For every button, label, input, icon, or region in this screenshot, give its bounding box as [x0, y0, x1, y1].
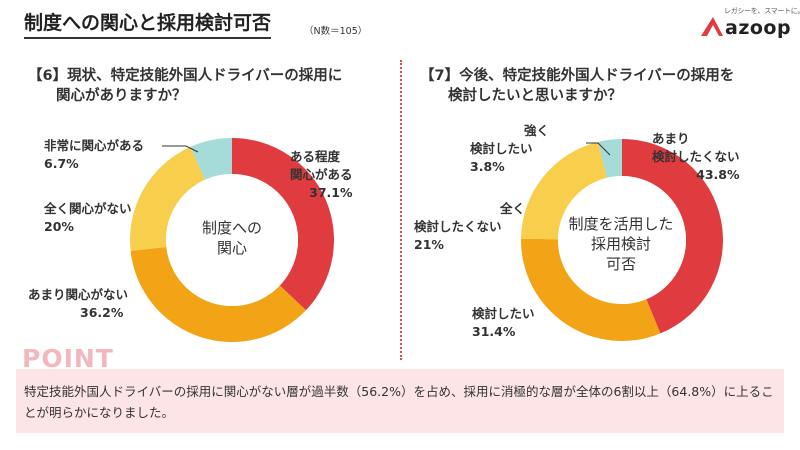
center-label-line: 関心: [216, 239, 247, 257]
slice-name: 全く関心がない: [44, 201, 132, 216]
center-label-line: 制度への: [201, 219, 262, 237]
sample-size-note: （N数＝105）: [304, 26, 368, 37]
slice-label-not-consider-at-all: 全く 検討したくない 21%: [414, 200, 525, 254]
slice-name: 関心がある: [290, 167, 353, 182]
slice-label-very-interested: 非常に関心がある 6.7%: [44, 137, 144, 173]
slice-label-not-very-interested: あまり関心がない 36.2%: [28, 286, 128, 322]
page-title: 制度への関心と採用検討可否: [24, 12, 272, 39]
question-6-line-1: 【6】現状、特定技能外国人ドライバーの採用に: [28, 68, 343, 84]
donut-slice: [130, 247, 306, 342]
leader-line: [162, 145, 199, 153]
point-heading: POINT: [22, 344, 114, 373]
slice-label-not-interested-at-all: 全く関心がない 20%: [44, 200, 132, 236]
donut-slice: [130, 146, 206, 251]
slice-name: 検討したい: [472, 306, 535, 321]
brand-logo: レガシーを、スマートに。 azoop: [700, 6, 800, 40]
leader-line: [586, 142, 611, 156]
slice-value: 20%: [44, 219, 74, 234]
logo-tagline: レガシーを、スマートに。: [724, 7, 800, 15]
donut-center-label-interest: 制度への 関心: [172, 218, 292, 258]
slice-value: 3.8%: [470, 159, 505, 174]
slice-value: 43.8%: [696, 167, 740, 182]
center-label-line: 採用検討: [590, 235, 651, 253]
slice-label-strongly-want: 強く 検討したい 3.8%: [470, 122, 549, 176]
question-7-line-2: 検討したいと思いますか？: [448, 88, 622, 104]
slice-value: 36.2%: [80, 305, 124, 320]
point-summary: 特定技能外国人ドライバーの採用に関心がない層が過半数（56.2%）を占め、採用に…: [24, 384, 774, 420]
point-box: [16, 369, 784, 433]
slice-value: 31.4%: [472, 324, 516, 339]
slice-name: あまり関心がない: [28, 287, 129, 302]
question-7: 【7】今後、特定技能外国人ドライバーの採用を 検討したいと思いますか？: [420, 66, 780, 106]
question-6: 【6】現状、特定技能外国人ドライバーの採用に 関心がありますか？: [28, 66, 388, 106]
slice-name: 非常に関心がある: [44, 138, 145, 153]
slice-value: 6.7%: [44, 156, 79, 171]
donut-hole: [166, 174, 298, 306]
donut-center-label-hiring: 制度を活用した 採用検討 可否: [556, 214, 686, 274]
donut-slice: [521, 141, 607, 240]
slice-name: 検討したい: [470, 141, 533, 156]
slice-name: あまり: [652, 131, 690, 146]
slice-label-somewhat-interested: ある程度 関心がある 37.1%: [290, 148, 353, 202]
center-label-line: 可否: [605, 255, 636, 273]
logo-text: azoop: [725, 17, 792, 39]
slice-name: ある程度: [290, 149, 341, 164]
slice-name: 検討したくない: [414, 219, 502, 234]
section-divider: [400, 60, 402, 360]
slice-name: 検討したくない: [652, 149, 740, 164]
donut-slice: [232, 138, 334, 311]
question-6-line-2: 関心がありますか？: [56, 88, 187, 104]
slice-label-not-really-consider: あまり 検討したくない 43.8%: [652, 130, 740, 184]
donut-slice: [521, 238, 661, 341]
center-label-line: 制度を活用した: [568, 215, 674, 233]
slice-value: 37.1%: [309, 185, 353, 200]
donut-slice: [190, 138, 232, 180]
question-7-line-1: 【7】今後、特定技能外国人ドライバーの採用を: [420, 68, 735, 84]
donut-slice: [622, 139, 723, 334]
slice-value: 21%: [414, 237, 444, 252]
slice-label-want-to-consider: 検討したい 31.4%: [472, 305, 535, 341]
slice-name: 強く: [524, 123, 550, 138]
donut-hole: [558, 176, 686, 304]
slice-name: 全く: [500, 201, 526, 216]
logo-mark-icon: [701, 17, 723, 36]
